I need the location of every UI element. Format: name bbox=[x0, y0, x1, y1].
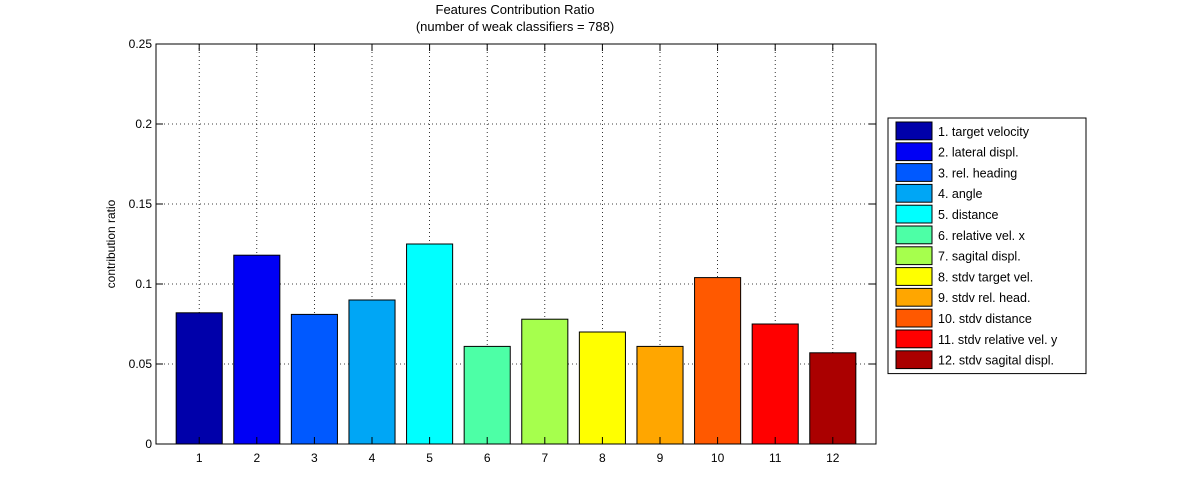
bar-6 bbox=[463, 345, 511, 445]
legend-entry: 3. rel. heading bbox=[938, 166, 1017, 180]
y-tick-label: 0.1 bbox=[135, 277, 152, 291]
y-tick-label: 0.05 bbox=[129, 357, 153, 371]
legend-entry: 7. sagital displ. bbox=[938, 250, 1021, 264]
legend-swatch bbox=[895, 225, 933, 245]
legend-swatch bbox=[895, 329, 933, 349]
bar-1 bbox=[175, 312, 223, 445]
x-tick-label: 12 bbox=[826, 451, 840, 465]
chart-subtitle: (number of weak classifiers = 788) bbox=[416, 19, 614, 34]
legend-entry: 1. target velocity bbox=[938, 125, 1030, 139]
x-tick-label: 9 bbox=[657, 451, 664, 465]
legend-entry: 12. stdv sagital displ. bbox=[938, 354, 1054, 368]
x-tick-label: 5 bbox=[426, 451, 433, 465]
y-tick-label: 0.2 bbox=[135, 117, 152, 131]
x-tick-label: 2 bbox=[253, 451, 260, 465]
legend-swatch bbox=[895, 350, 933, 370]
x-tick-label: 1 bbox=[196, 451, 203, 465]
legend-swatch bbox=[895, 183, 933, 203]
legend-swatch bbox=[895, 121, 933, 141]
bar-7 bbox=[521, 318, 569, 445]
bar-4 bbox=[348, 299, 396, 445]
chart-title: Features Contribution Ratio bbox=[436, 2, 595, 17]
legend-entry: 8. stdv target vel. bbox=[938, 270, 1033, 284]
legend-swatch bbox=[895, 204, 933, 224]
bar-2 bbox=[233, 254, 281, 445]
legend-entry: 4. angle bbox=[938, 187, 983, 201]
bar-11 bbox=[751, 323, 799, 445]
bar-3 bbox=[290, 313, 338, 445]
x-tick-label: 6 bbox=[484, 451, 491, 465]
legend-entry: 2. lateral displ. bbox=[938, 146, 1019, 160]
legend-entry: 9. stdv rel. head. bbox=[938, 291, 1030, 305]
legend-entry: 5. distance bbox=[938, 208, 999, 222]
legend: 1. target velocity 2. lateral displ. 3. re… bbox=[887, 117, 1087, 375]
y-axis-label: contribution ratio bbox=[104, 199, 118, 288]
legend-swatch bbox=[895, 267, 933, 286]
plot-area: 00.050.10.150.20.251 2 3 4 5 6 7 8 9 10 11 12 bbox=[129, 37, 877, 465]
x-tick-label: 8 bbox=[599, 451, 606, 465]
legend-entry: 11. stdv relative vel. y bbox=[938, 333, 1058, 347]
y-tick-label: 0.25 bbox=[129, 37, 153, 51]
plot-frame bbox=[155, 43, 877, 445]
bar-10 bbox=[694, 277, 742, 445]
y-tick-label: 0 bbox=[145, 437, 152, 451]
legend-entry: 6. relative vel. x bbox=[938, 229, 1026, 243]
legend-entry: 10. stdv distance bbox=[938, 312, 1032, 326]
legend-swatch bbox=[895, 287, 933, 307]
bar-12 bbox=[809, 352, 857, 445]
legend-swatch bbox=[895, 308, 933, 328]
y-tick-label: 0.15 bbox=[129, 197, 153, 211]
x-tick-label: 4 bbox=[369, 451, 376, 465]
bar-5 bbox=[406, 243, 454, 445]
legend-swatch bbox=[895, 163, 933, 182]
legend-swatch bbox=[895, 246, 933, 266]
bar-8 bbox=[578, 331, 626, 445]
x-tick-label: 3 bbox=[311, 451, 318, 465]
x-tick-label: 11 bbox=[769, 451, 782, 465]
x-tick-label: 7 bbox=[541, 451, 548, 465]
bar-9 bbox=[636, 345, 684, 445]
legend-swatch bbox=[895, 142, 933, 162]
x-tick-label: 10 bbox=[711, 451, 725, 465]
